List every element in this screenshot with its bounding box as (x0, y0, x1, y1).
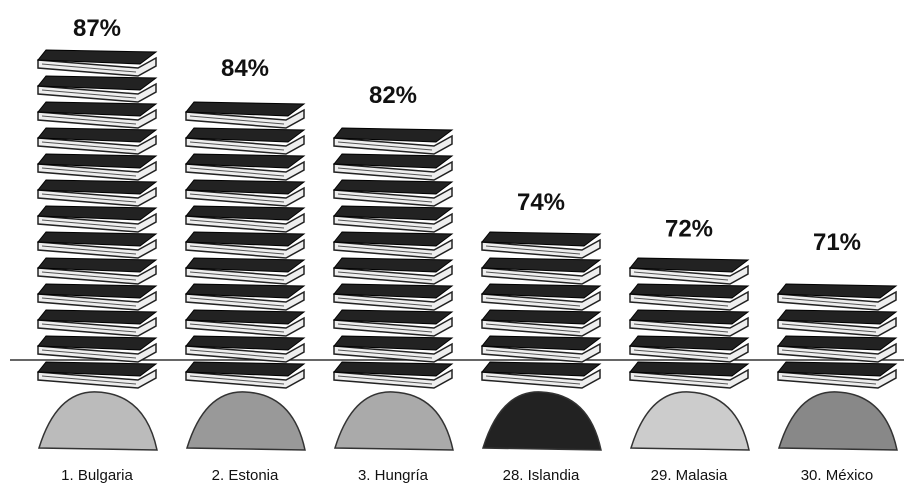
x-tick-label: 30. México (801, 467, 874, 484)
flag (39, 392, 157, 450)
book-stack (482, 232, 600, 388)
value-label: 84% (221, 55, 269, 82)
flag (631, 392, 749, 450)
value-label: 74% (517, 189, 565, 216)
x-tick-label: 3. Hungría (358, 467, 429, 484)
value-label: 87% (73, 15, 121, 42)
book-stack (186, 102, 304, 388)
value-label: 82% (369, 82, 417, 109)
book-stack (38, 50, 156, 388)
book-stack (630, 258, 748, 388)
flag (779, 392, 897, 450)
x-tick-label: 1. Bulgaria (61, 467, 133, 484)
flag (335, 392, 453, 450)
value-label: 71% (813, 229, 861, 256)
book-stack (334, 128, 452, 388)
value-label: 72% (665, 216, 713, 243)
flag (187, 392, 305, 450)
chart: 87% 1. Bulgaria 84% 2. Estonia 82% 3. Hungría… (0, 0, 914, 491)
x-tick-label: 28. Islandia (503, 467, 580, 484)
flag (483, 392, 601, 450)
x-tick-label: 2. Estonia (212, 467, 279, 484)
x-tick-label: 29. Malasia (651, 467, 728, 484)
book-stack (778, 284, 896, 388)
